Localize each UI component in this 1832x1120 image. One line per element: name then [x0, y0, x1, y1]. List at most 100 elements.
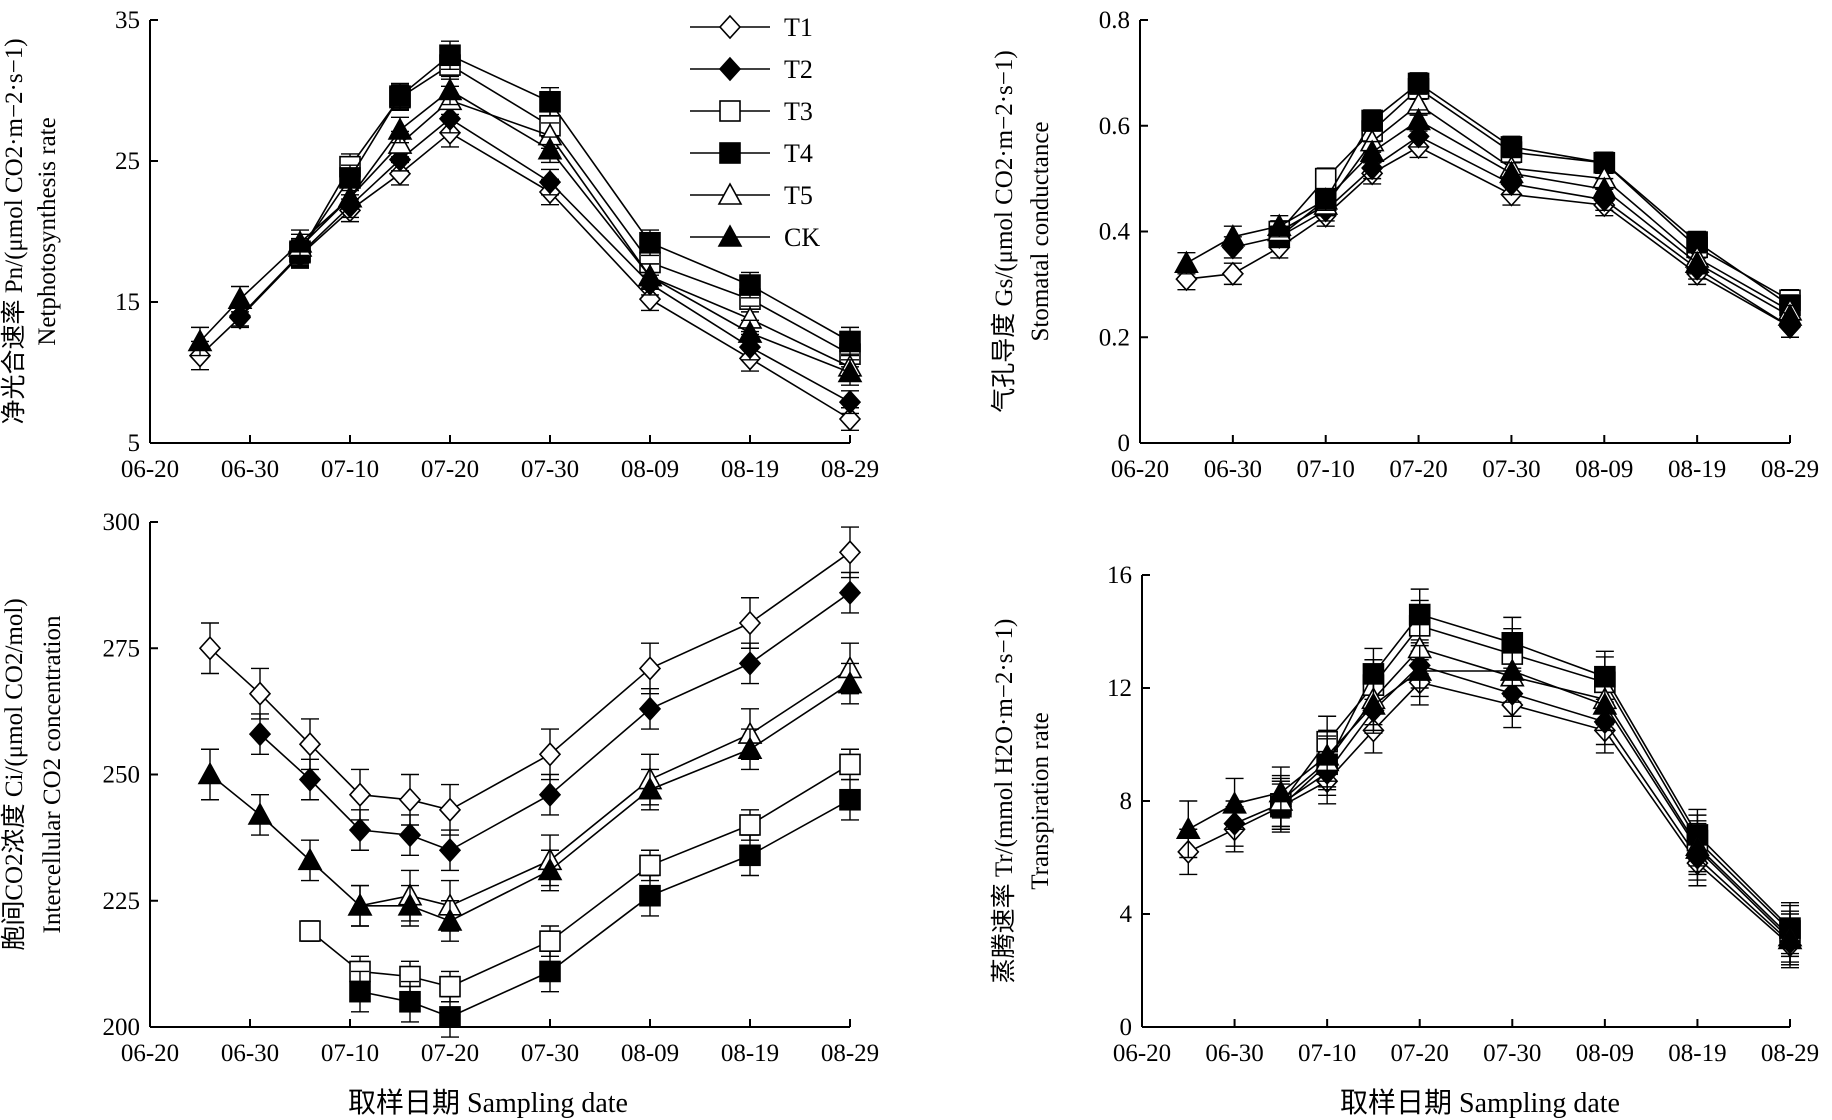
y-tick-label: 0 [1120, 1014, 1133, 1041]
series-ck [197, 662, 863, 942]
y-axis-label-en: Stomatal conductance [1027, 121, 1054, 341]
series-line [1278, 82, 1791, 307]
data-point [297, 847, 323, 871]
legend-entry-t2: T2 [690, 55, 813, 84]
series-line [1280, 647, 1791, 938]
legend-label: CK [784, 223, 820, 252]
legend-label: T3 [784, 97, 813, 126]
data-point [398, 822, 422, 848]
data-point [1175, 816, 1201, 840]
x-axis-label-bottom-right: 取样日期 Sampling date [1340, 1087, 1620, 1119]
data-point [437, 77, 463, 101]
data-point [398, 787, 422, 812]
legend-label: T4 [784, 139, 813, 168]
series-line [1280, 624, 1791, 932]
data-point [1408, 603, 1431, 626]
data-point [1500, 136, 1523, 158]
x-tick-label: 07-20 [1391, 1040, 1449, 1067]
data-point [1684, 250, 1710, 274]
series-ck [1175, 644, 1803, 966]
data-point [1314, 167, 1337, 190]
series-t3 [1270, 599, 1801, 958]
x-tick-label: 06-30 [221, 1040, 279, 1067]
series-line [359, 667, 851, 907]
y-tick-label: 12 [1107, 675, 1132, 702]
y-tick-label: 0 [1118, 430, 1131, 457]
data-point [198, 636, 222, 661]
series-line [299, 54, 851, 343]
data-point [299, 920, 321, 942]
data-point [1592, 692, 1618, 715]
legend-entry-t1: T1 [690, 13, 813, 42]
series-ck [187, 75, 863, 386]
x-tick-label: 07-30 [1483, 1040, 1541, 1067]
x-tick-label: 08-09 [621, 1040, 679, 1067]
data-point [838, 540, 862, 565]
series-line [299, 99, 851, 368]
data-point [637, 263, 663, 287]
series-t4 [349, 778, 861, 1038]
data-point [639, 884, 661, 907]
x-tick-label: 08-29 [821, 456, 879, 483]
y-tick-label: 5 [128, 430, 141, 457]
data-point [1685, 836, 1710, 859]
data-point [347, 893, 373, 916]
y-tick-label: 4 [1120, 901, 1133, 928]
data-point [1407, 658, 1433, 681]
series-line [299, 64, 851, 355]
data-point [247, 802, 273, 825]
data-point [1359, 139, 1385, 162]
data-point [839, 788, 861, 811]
data-point [348, 782, 372, 807]
x-tick-label: 07-30 [521, 456, 579, 483]
x-tick-label: 08-29 [1761, 1040, 1819, 1067]
data-point [1777, 303, 1803, 326]
data-point [227, 286, 253, 309]
data-point [1221, 261, 1244, 286]
data-point [639, 854, 661, 877]
legend-entry-t3: T3 [690, 97, 813, 126]
panel-net-photosynthesis: 5 15 25 35 06-20 06-30 07-10 07-20 07-30 08-09 08-… [0, 7, 879, 483]
data-point [439, 1006, 461, 1028]
data-point [837, 670, 863, 694]
data-point [298, 767, 322, 792]
y-tick-label: 250 [103, 762, 141, 789]
data-point [539, 930, 561, 952]
series-line [1186, 145, 1791, 328]
data-point [1499, 160, 1524, 184]
legend-entry-t5: T5 [690, 181, 813, 210]
data-point [337, 184, 363, 208]
y-tick-label: 0.8 [1099, 7, 1130, 34]
x-tick-label: 08-09 [1576, 1040, 1634, 1067]
data-point [538, 782, 562, 807]
data-point [187, 328, 213, 352]
x-tick-label: 07-10 [1298, 1040, 1356, 1067]
data-point [1174, 250, 1199, 274]
data-point [1499, 658, 1525, 681]
data-point [739, 844, 761, 867]
data-point [738, 610, 762, 636]
data-point [1313, 187, 1339, 210]
x-tick-label: 07-30 [1482, 456, 1540, 483]
x-tick-label: 07-10 [321, 1040, 379, 1067]
y-axis-label-cn: 胞间CO2浓度 Ci/(μmol CO2/mol) [0, 598, 28, 950]
y-tick-label: 300 [103, 509, 141, 536]
y-tick-label: 200 [103, 1014, 141, 1041]
data-point [538, 742, 562, 767]
x-tick-label: 08-09 [621, 456, 679, 483]
data-point [388, 147, 412, 172]
series-t4 [1270, 588, 1801, 955]
y-tick-label: 225 [103, 888, 141, 915]
data-point [339, 167, 361, 189]
series-t5 [287, 85, 863, 381]
legend-label: T2 [784, 55, 813, 84]
data-point [1591, 176, 1617, 199]
series-t2 [248, 571, 862, 872]
y-axis-label-cn: 净光合速率 Pn/(μmol CO2·m−2·s−1) [0, 38, 28, 424]
data-point [349, 980, 371, 1003]
series-ck [1174, 107, 1803, 328]
data-point [739, 814, 761, 836]
data-point [539, 960, 561, 983]
legend-marker [717, 182, 743, 205]
